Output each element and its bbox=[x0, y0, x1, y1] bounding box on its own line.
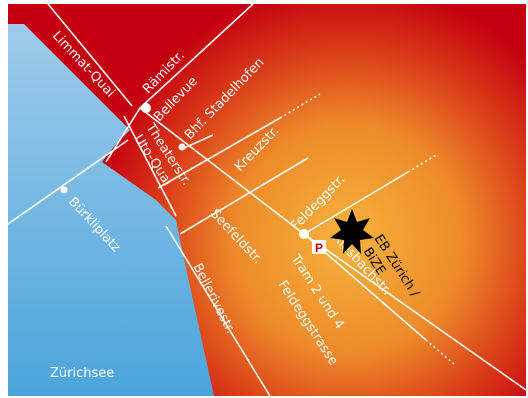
city-map: Limmat-Quai Rämistr. Bellevue Bhf. Stade… bbox=[8, 4, 526, 396]
star-icon bbox=[330, 209, 374, 254]
label-zurichsee: Zürichsee bbox=[50, 366, 114, 381]
street-uto-quai bbox=[105, 107, 141, 163]
street-quai-lower bbox=[123, 115, 177, 217]
street-seefeldstr bbox=[303, 233, 526, 391]
stop-buerkliplatz bbox=[60, 186, 68, 194]
stop-feldeggstrasse bbox=[299, 229, 309, 239]
parking-symbol: P bbox=[315, 241, 323, 255]
street-bellerivestr bbox=[165, 225, 271, 396]
streets bbox=[8, 4, 526, 396]
street-tram-feldegg bbox=[303, 171, 409, 235]
map: Limmat-Quai Rämistr. Bellevue Bhf. Stade… bbox=[8, 4, 526, 396]
street-buerkliplatz bbox=[8, 139, 129, 225]
street-feldegg-ext2 bbox=[425, 339, 455, 365]
street-feldegg-ext bbox=[407, 153, 439, 173]
street-raemistr bbox=[139, 4, 254, 109]
street-seefeld-cross bbox=[179, 157, 309, 235]
lake-zurichsee bbox=[8, 24, 214, 396]
stop-stadelhofen bbox=[178, 143, 186, 151]
street-limmat-quai bbox=[47, 4, 133, 107]
parking-icon bbox=[312, 240, 326, 254]
street-theaterstr bbox=[139, 107, 305, 235]
street-kreuzstr-link bbox=[181, 134, 214, 150]
street-kreuzstr bbox=[157, 117, 281, 189]
stop-bellevue bbox=[141, 103, 151, 113]
